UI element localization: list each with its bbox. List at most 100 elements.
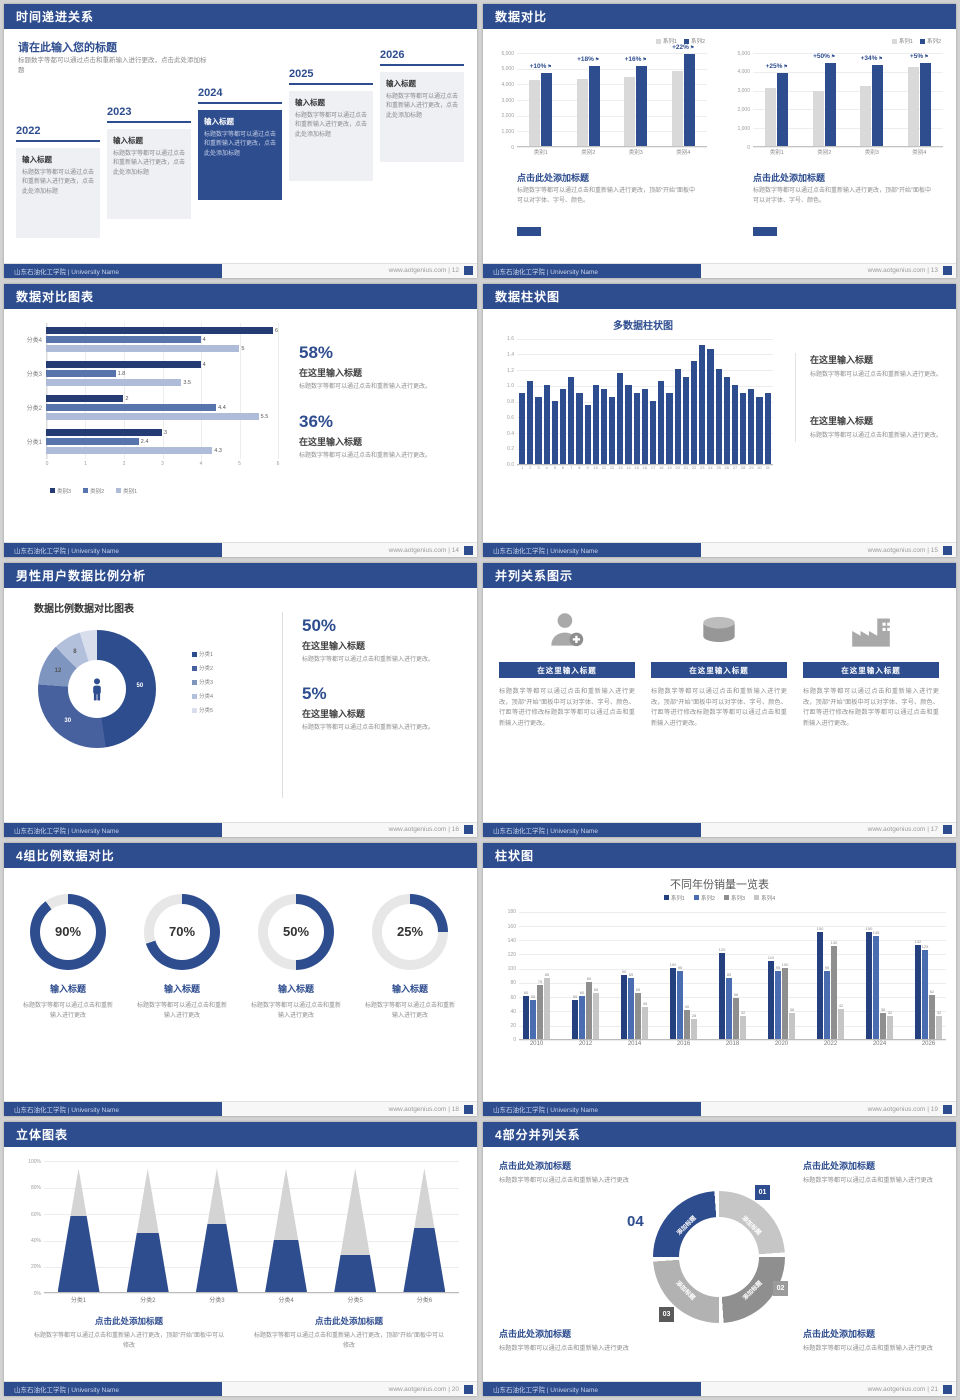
gridline: 1.2: [507, 368, 773, 374]
slide-20[interactable]: 立体图表 100% 80% 60% 40% 20% 0% 分类1 分类2 分类3 分类4 分类5 分类…: [4, 1122, 477, 1396]
bar: [46, 413, 259, 421]
bar-slot: 45: [642, 912, 648, 1039]
slide-17[interactable]: 并列关系图示 在这里输入标题 标题数字等都可以通过点击和重新输入进行更改，顶部“开…: [483, 563, 956, 837]
bar: [625, 384, 632, 464]
x-axis-label: 2010: [529, 1040, 544, 1047]
bar: [46, 379, 182, 387]
footer-right: www.aotgenius.com | 16: [389, 823, 477, 837]
stat-body: 标题数字等都可以通过点击和重新输入进行更改。: [810, 433, 943, 440]
bar-slot: 60: [523, 912, 529, 1039]
legend-item: 系列1: [663, 894, 685, 902]
cone-slot: 分类5: [332, 1168, 378, 1304]
gridline: [239, 322, 241, 459]
slide-21[interactable]: 4部分并列关系 添加标题 添加标题 添加标题 添加标题 01 02 03 04 点击此处添加标题…: [483, 1122, 956, 1396]
gridline: 0: [513, 1037, 946, 1043]
slide-footer: 山东石油化工学院 | University Name www.aotgenius.…: [4, 1381, 477, 1396]
slide-title: 数据对比图表: [16, 289, 95, 304]
footer-page: 12: [451, 267, 459, 275]
step-number: 01: [755, 1185, 770, 1201]
y-axis-label: 180: [507, 909, 516, 916]
bar: [635, 992, 641, 1039]
legend-label: 系列4: [761, 895, 776, 902]
footer-right: www.aotgenius.com | 14: [389, 543, 477, 557]
x-axis-label: 3: [537, 464, 540, 470]
bar: [621, 974, 627, 1039]
footer-sep: |: [927, 1105, 929, 1113]
footer-accent-square: [464, 266, 473, 276]
ring-title: 输入标题: [391, 983, 428, 994]
bar-group: +50%⚑ 类别2: [812, 53, 836, 156]
growth-label: +50%⚑: [813, 53, 836, 61]
value-label: 4.3: [214, 447, 222, 454]
legend-label: 系列1: [662, 39, 677, 45]
x-axis-label: 6: [561, 464, 565, 470]
x-axis-label: 2020: [774, 1040, 789, 1047]
y-axis-label: 1,000: [737, 125, 750, 132]
bar-groups: 60 55 75 85 2010 55 60 80 65 2012 90 85 65 45 2014 100 9…: [519, 912, 946, 1047]
slide-footer: 山东石油化工学院 | University Name www.aotgenius.…: [483, 542, 956, 558]
value-label: 60: [579, 990, 585, 996]
timeline-box-body: 标题数字等都可以通过点击和重新输入进行更改，点击此处添加标题: [113, 151, 186, 176]
bar: [723, 376, 730, 464]
stat-block: 36% 在这里输入标题 标题数字等都可以通过点击和重新输入进行更改。: [299, 412, 461, 462]
stat-title: 在这里输入标题: [302, 709, 366, 720]
x-axis-label: 7: [570, 464, 573, 470]
footer-page: 18: [451, 1105, 459, 1113]
value-label: 3.5: [183, 379, 191, 386]
slide-15[interactable]: 数据柱状图 多数据柱状图 1.6 1.4 1.2 1.0 0.8 0.6 0.4 0.2 0.0 1…: [483, 283, 956, 558]
x-axis-label: 分类3: [209, 1298, 225, 1305]
slide-title: 4部分并列关系: [495, 1128, 581, 1143]
slide-body: 90% 输入标题 标题数字等都可以通过点击和重新输入进行更改 70% 输入标题 标题数字等…: [4, 868, 477, 1102]
slice-value-label: 8: [73, 649, 77, 656]
footer-page: 17: [930, 826, 938, 834]
slide-18[interactable]: 4组比例数据对比 90% 输入标题 标题数字等都可以通过点击和重新输入进行更改 70%…: [4, 842, 477, 1117]
footer-page: 19: [930, 1105, 938, 1113]
slide-13[interactable]: 数据对比 系列1 系列2 6,000 5,000 4,000 3,000 2,000 1,00…: [483, 4, 956, 278]
footer-accent-square: [464, 1384, 473, 1394]
bar-line: 4: [46, 361, 278, 369]
y-axis-label: 60: [510, 994, 516, 1001]
stat-body: 标题数字等都可以通过点击和重新输入进行更改。: [299, 453, 432, 460]
footer-right: www.aotgenius.com | 12: [389, 264, 477, 278]
slide-body: 在这里输入标题 标题数字等都可以通过点击和重新输入进行更改，顶部“开始”面板中可以…: [483, 588, 956, 822]
bar-series2: [683, 53, 695, 146]
gridline: 120: [508, 952, 946, 958]
legend-label: 系列2: [700, 895, 715, 902]
bar-group: +5%⚑ 类别4: [907, 53, 931, 156]
slide-12[interactable]: 时间递进关系 请在此输入您的标题 标题数字等都可以通过点击和重新输入进行更改，点击…: [4, 4, 477, 278]
cone-slot: 分类6: [401, 1168, 447, 1304]
x-axis-label: 分类1: [70, 1298, 87, 1305]
value-label: 132: [914, 938, 922, 944]
bar: [46, 345, 240, 353]
slide-19[interactable]: 柱状图 不同年份销量一览表 系列1 系列2 系列3 系列4 180 160 140 120 100…: [483, 842, 956, 1117]
bar-group: +10%⚑ 类别1: [529, 53, 553, 156]
legend-label: 分类1: [199, 652, 214, 659]
x-axis-label: 分类5: [347, 1298, 363, 1305]
bar-slot: 14: [625, 339, 632, 470]
bar-group: +22%⚑ 类别4: [671, 44, 695, 156]
bar: [887, 1016, 893, 1039]
slide-14[interactable]: 数据对比图表 0 1 2 3 4 5 6 分类4 6 4 5 分类3 4 1.8 3.5 分类2 2 4.4 5.5…: [4, 283, 477, 558]
x-axis-label: 2016: [676, 1040, 691, 1047]
bar-slot: 28: [740, 339, 747, 470]
x-axis-label: 2024: [872, 1040, 887, 1047]
x-axis-label: 19: [667, 464, 672, 470]
growth-label: +22%⚑: [672, 43, 695, 51]
footer-right: www.aotgenius.com | 13: [868, 264, 956, 278]
y-axis-label: 0.2: [507, 446, 514, 453]
bar: [929, 994, 935, 1039]
gridline: 2,000: [737, 107, 943, 113]
slide-16[interactable]: 男性用户数据比例分析 数据比例数据对比图表 50 30 12 8 分类1 分类2 分类3 分类4…: [4, 563, 477, 837]
x-axis-label: 类别4: [912, 150, 927, 156]
gridline: 140: [508, 938, 946, 944]
caption-block: 点击此处添加标题 标题数字等都可以通过点击和重新输入进行更改，顶部“开始”面板中可…: [254, 1315, 444, 1352]
legend-item: 类别3: [50, 487, 71, 495]
stat-body: 标题数字等都可以通过点击和重新输入进行更改。: [810, 371, 943, 378]
bar-slot: 15: [633, 339, 640, 470]
x-axis-label: 2012: [578, 1040, 593, 1047]
x-axis-label: 2026: [921, 1040, 936, 1047]
x-axis-label: 10: [593, 464, 599, 470]
bar: [824, 971, 830, 1039]
y-axis-label: 1,000: [501, 128, 514, 135]
value-label: 2: [125, 395, 129, 402]
